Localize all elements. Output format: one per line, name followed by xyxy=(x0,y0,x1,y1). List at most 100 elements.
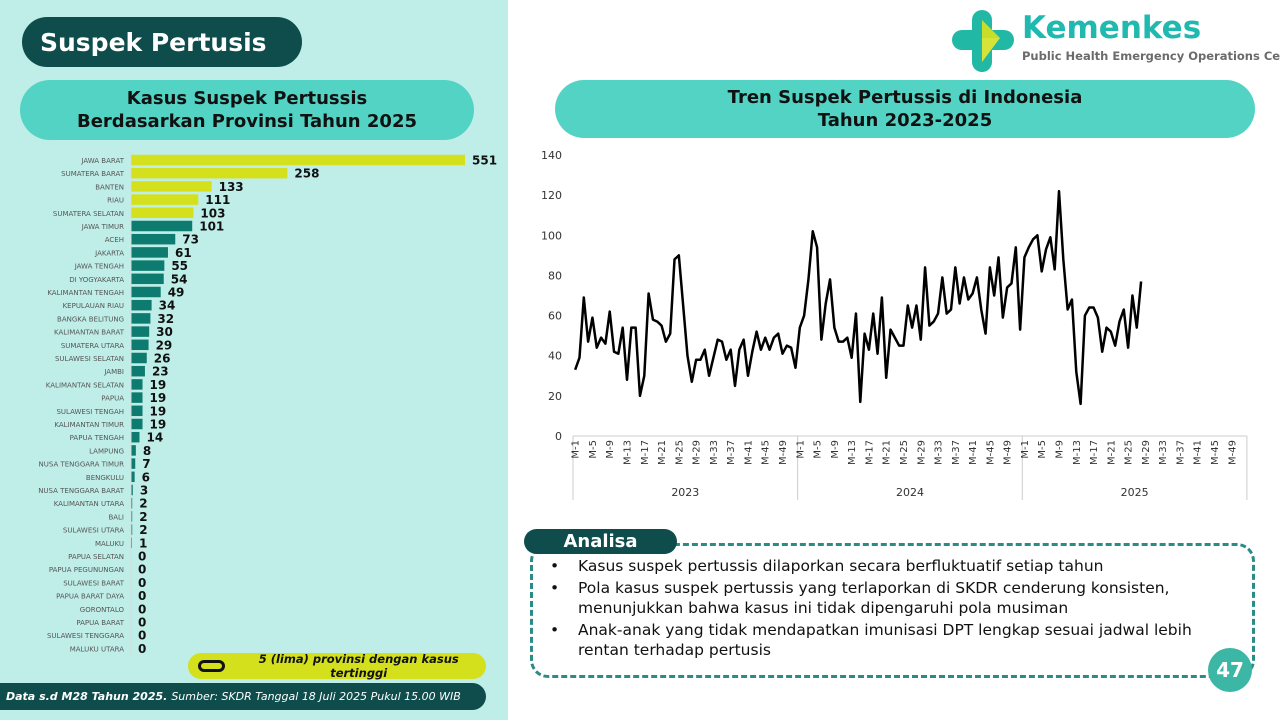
bar-value-label: 49 xyxy=(168,286,185,300)
bar xyxy=(131,233,176,245)
bar-label: SULAWESI SELATAN xyxy=(55,355,124,363)
x-tick-label: M-21 xyxy=(1106,440,1117,465)
bar-label: SUMATERA UTARA xyxy=(61,342,124,350)
y-tick-label: 120 xyxy=(541,189,562,202)
bar-label: SUMATERA SELATAN xyxy=(53,210,124,218)
x-tick-label: M-13 xyxy=(847,440,858,465)
bar-label: PAPUA PEGUNUNGAN xyxy=(49,566,124,574)
bar-label: KALIMANTAN UTARA xyxy=(54,500,124,508)
x-tick-label: M-45 xyxy=(761,440,772,465)
year-label: 2023 xyxy=(671,486,699,499)
bar-value-label: 61 xyxy=(175,246,192,260)
x-tick-label: M-17 xyxy=(1089,440,1100,465)
bullet: Pola kasus suspek pertussis yang terlapo… xyxy=(550,578,1240,618)
bar xyxy=(131,418,143,430)
line-title-line2: Tahun 2023-2025 xyxy=(817,110,993,131)
bar-label: BANTEN xyxy=(95,183,124,191)
bar xyxy=(131,365,145,377)
bar-value-label: 19 xyxy=(150,404,167,418)
bar-value-label: 3 xyxy=(140,484,148,498)
year-label: 2025 xyxy=(1121,486,1149,499)
bar-label: JAKARTA xyxy=(94,249,124,257)
logo-subtitle: Public Health Emergency Operations Cente… xyxy=(1022,49,1280,63)
line-chart-title: Tren Suspek Pertussis di Indonesia Tahun… xyxy=(555,80,1255,138)
x-tick-label: M-37 xyxy=(1175,440,1186,465)
x-tick-label: M-21 xyxy=(882,440,893,465)
bar-value-label: 8 xyxy=(143,444,151,458)
x-tick-label: M-5 xyxy=(1037,440,1048,459)
x-tick-label: M-33 xyxy=(709,440,720,465)
bar-value-label: 2 xyxy=(139,510,147,524)
bar xyxy=(131,181,212,192)
bar-value-label: 0 xyxy=(138,589,146,603)
x-tick-label: M-45 xyxy=(985,440,996,465)
bar-label: DI YOGYAKARTA xyxy=(69,276,124,284)
x-tick-label: M-9 xyxy=(830,440,841,459)
bar-value-label: 2 xyxy=(139,497,147,511)
analisa-box xyxy=(530,543,1255,678)
bar xyxy=(131,273,164,285)
x-tick-label: M-41 xyxy=(968,440,979,465)
x-tick-label: M-13 xyxy=(623,440,634,465)
x-tick-label: M-49 xyxy=(1227,440,1238,465)
x-tick-label: M-49 xyxy=(1003,440,1014,465)
legend-text: 5 (lima) provinsi dengan kasus tertinggi xyxy=(258,652,459,680)
bar-label: KEPULAUAN RIAU xyxy=(63,302,124,310)
bar-value-label: 258 xyxy=(294,167,319,181)
y-tick-label: 20 xyxy=(548,390,562,403)
bar xyxy=(131,445,136,456)
x-tick-label: M-45 xyxy=(1210,440,1221,465)
bar-label: BENGKULU xyxy=(86,474,124,482)
bar-value-label: 54 xyxy=(171,272,188,286)
bar-value-label: 111 xyxy=(205,193,230,207)
bar-label: ACEH xyxy=(105,236,124,244)
bar-value-label: 0 xyxy=(138,642,146,655)
line-chart: 0 20 40 60 80 100 120 140 2023 M-1 M-5 M-9 M-13 M-17 M… xyxy=(541,149,1248,500)
y-tick-label: 60 xyxy=(548,310,562,323)
bar-value-label: 0 xyxy=(138,629,146,643)
bar xyxy=(131,511,133,522)
bar xyxy=(131,154,465,166)
x-tick-label: M-29 xyxy=(1141,440,1152,465)
footer-source: Data s.d M28 Tahun 2025. Sumber: SKDR Tan… xyxy=(0,683,486,710)
bar-value-label: 26 xyxy=(154,352,171,366)
y-tick-label: 0 xyxy=(555,430,562,443)
bar xyxy=(131,431,140,443)
footer-rest: Sumber: SKDR Tanggal 18 Juli 2025 Pukul … xyxy=(171,690,461,703)
bar xyxy=(131,471,135,483)
bar-label: MALUKU UTARA xyxy=(70,645,124,653)
x-tick-label: M-5 xyxy=(588,440,599,459)
bar-label: BALI xyxy=(108,513,124,521)
bar xyxy=(131,286,161,298)
legend-swatch xyxy=(198,660,226,672)
bar-title-line1: Kasus Suspek Pertussis xyxy=(126,88,368,109)
bar-value-label: 2 xyxy=(139,523,147,537)
bar-title-line2: Berdasarkan Provinsi Tahun 2025 xyxy=(77,111,417,132)
bar-label: NUSA TENGGARA BARAT xyxy=(38,487,125,495)
bar xyxy=(131,379,143,390)
x-tick-label: M-37 xyxy=(951,440,962,465)
bar-label: KALIMANTAN TENGAH xyxy=(47,289,124,297)
x-tick-label: M-49 xyxy=(778,440,789,465)
bar-label: SULAWESI TENGAH xyxy=(56,408,124,416)
bar-value-label: 0 xyxy=(138,576,146,590)
bar-value-label: 29 xyxy=(156,338,173,352)
y-tick-label: 80 xyxy=(548,269,562,282)
bar-value-label: 32 xyxy=(157,312,174,326)
bar-label: NUSA TENGGARA TIMUR xyxy=(39,461,125,469)
kemenkes-cross-icon xyxy=(952,10,1014,72)
bar-label: KALIMANTAN SELATAN xyxy=(46,381,124,389)
x-tick-label: M-25 xyxy=(899,440,910,465)
bar xyxy=(131,260,165,271)
x-tick-label: M-17 xyxy=(864,440,875,465)
bar xyxy=(131,405,143,417)
bar-label: SUMATERA BARAT xyxy=(61,170,125,178)
bar xyxy=(131,524,133,535)
bar-label: SULAWESI BARAT xyxy=(63,579,125,587)
x-tick-label: M-1 xyxy=(795,440,806,459)
bar-label: MALUKU xyxy=(95,540,124,548)
bar xyxy=(131,247,168,258)
bar-value-label: 101 xyxy=(199,220,224,234)
bar xyxy=(131,313,151,324)
